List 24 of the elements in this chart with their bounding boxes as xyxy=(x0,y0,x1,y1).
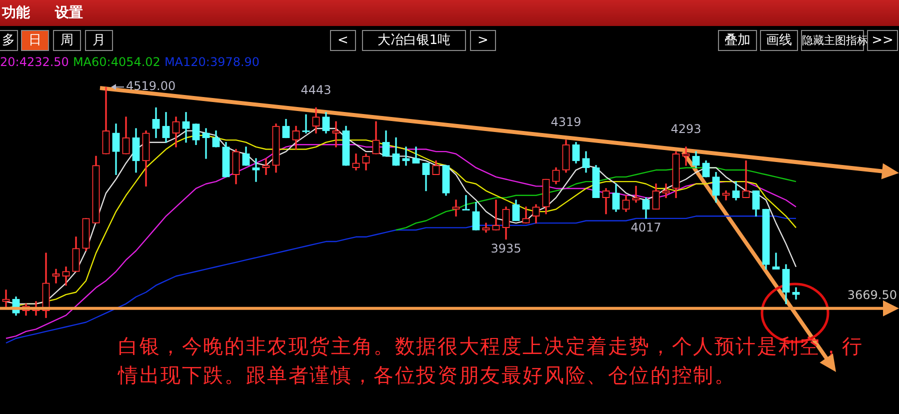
text: 日 xyxy=(21,30,49,51)
text: 20:4232.50 xyxy=(0,55,69,69)
text: 画线 xyxy=(760,30,798,51)
text: 多 xyxy=(0,30,18,51)
text: >> xyxy=(867,30,898,51)
text: 月 xyxy=(85,30,113,51)
text: 隐藏主图指标 xyxy=(801,33,868,49)
text: 设置 xyxy=(55,4,83,22)
text: MA120:3978.90 xyxy=(164,55,260,69)
text: 4519.00 xyxy=(126,79,176,94)
text: 功能 xyxy=(2,4,30,22)
text: 4293 xyxy=(670,122,702,136)
text: 4319 xyxy=(550,115,582,130)
text: 大冶白银1吨 xyxy=(362,30,466,51)
text: MA60:4054.02 xyxy=(72,55,160,69)
text: 白银，今晚的非农现货主角。数据很大程度上决定着走势，个人预计是利空，行情出现下跌。跟单者谨慎，各位投资朋友最好风险、仓位的控制。 xyxy=(118,333,864,389)
text: 4443 xyxy=(300,82,332,97)
text: 3669.50 xyxy=(847,288,897,302)
text: > xyxy=(470,30,496,51)
text: 3935 xyxy=(490,241,522,256)
text: 4017 xyxy=(630,220,662,235)
text: 叠加 xyxy=(718,30,757,51)
text: 周 xyxy=(53,30,81,51)
text: < xyxy=(330,30,356,51)
